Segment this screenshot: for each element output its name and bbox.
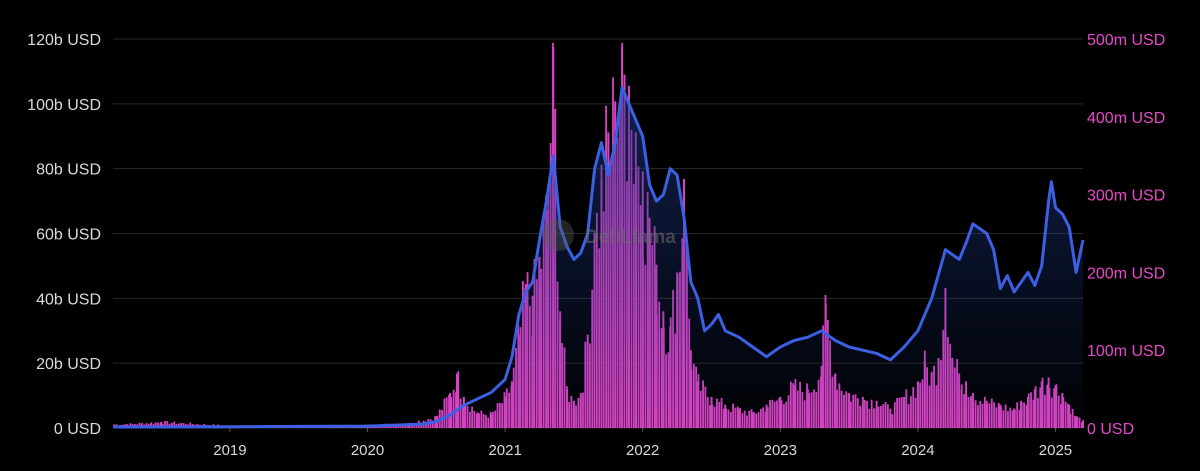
y-right-tick-label: 300m USD [1087, 188, 1165, 205]
watermark-text: DefiLlama [585, 227, 676, 248]
volume-bar [173, 421, 176, 428]
y-right-tick-label: 100m USD [1087, 343, 1165, 360]
y-right-tick-label: 0 USD [1087, 421, 1134, 438]
tvl-line [113, 86, 1085, 429]
volume-bar [457, 371, 460, 428]
x-tick-label: 2025 [1039, 442, 1072, 459]
y-axis-right: 0 USD 100m USD 200m USD 300m USD 400m USD 500… [1087, 32, 1165, 438]
x-tick-label: 2023 [764, 442, 797, 459]
volume-bar [448, 394, 450, 428]
volume-bar [449, 392, 452, 428]
x-tick-label: 2021 [488, 442, 521, 459]
y-left-tick-label: 120b USD [27, 32, 101, 49]
y-right-tick-label: 500m USD [1087, 32, 1165, 49]
volume-bar [166, 421, 169, 428]
volume-bar [150, 422, 153, 428]
y-axis-left: 0 USD 20b USD 40b USD 60b USD 80b USD 100b US… [27, 32, 101, 438]
y-left-tick-label: 0 USD [54, 421, 101, 438]
volume-bar [445, 397, 448, 428]
volume-bar [189, 422, 192, 428]
y-right-tick-label: 200m USD [1087, 265, 1165, 282]
x-tick-label: 2022 [626, 442, 659, 459]
volume-bar [157, 422, 159, 428]
y-left-tick-label: 100b USD [27, 97, 101, 114]
volume-bar [443, 398, 446, 428]
volume-bar [160, 421, 163, 428]
volume-bar [164, 420, 166, 428]
x-tick-label: 2019 [213, 442, 246, 459]
y-left-tick-label: 80b USD [36, 162, 101, 179]
volume-bar [138, 422, 141, 428]
tvl-area [113, 87, 1083, 428]
y-left-tick-label: 20b USD [36, 356, 101, 373]
volume-bar [154, 422, 157, 428]
x-tick-label: 2024 [901, 442, 934, 459]
volume-bar [452, 389, 455, 428]
y-left-tick-label: 60b USD [36, 227, 101, 244]
y-left-tick-label: 40b USD [36, 291, 101, 308]
x-tick-label: 2020 [351, 442, 384, 459]
volume-bar [455, 373, 458, 428]
watermark: DefiLlama [542, 219, 676, 251]
x-axis: 2019 2020 2021 2022 2023 2024 2025 [213, 428, 1072, 459]
y-right-tick-label: 400m USD [1087, 110, 1165, 127]
